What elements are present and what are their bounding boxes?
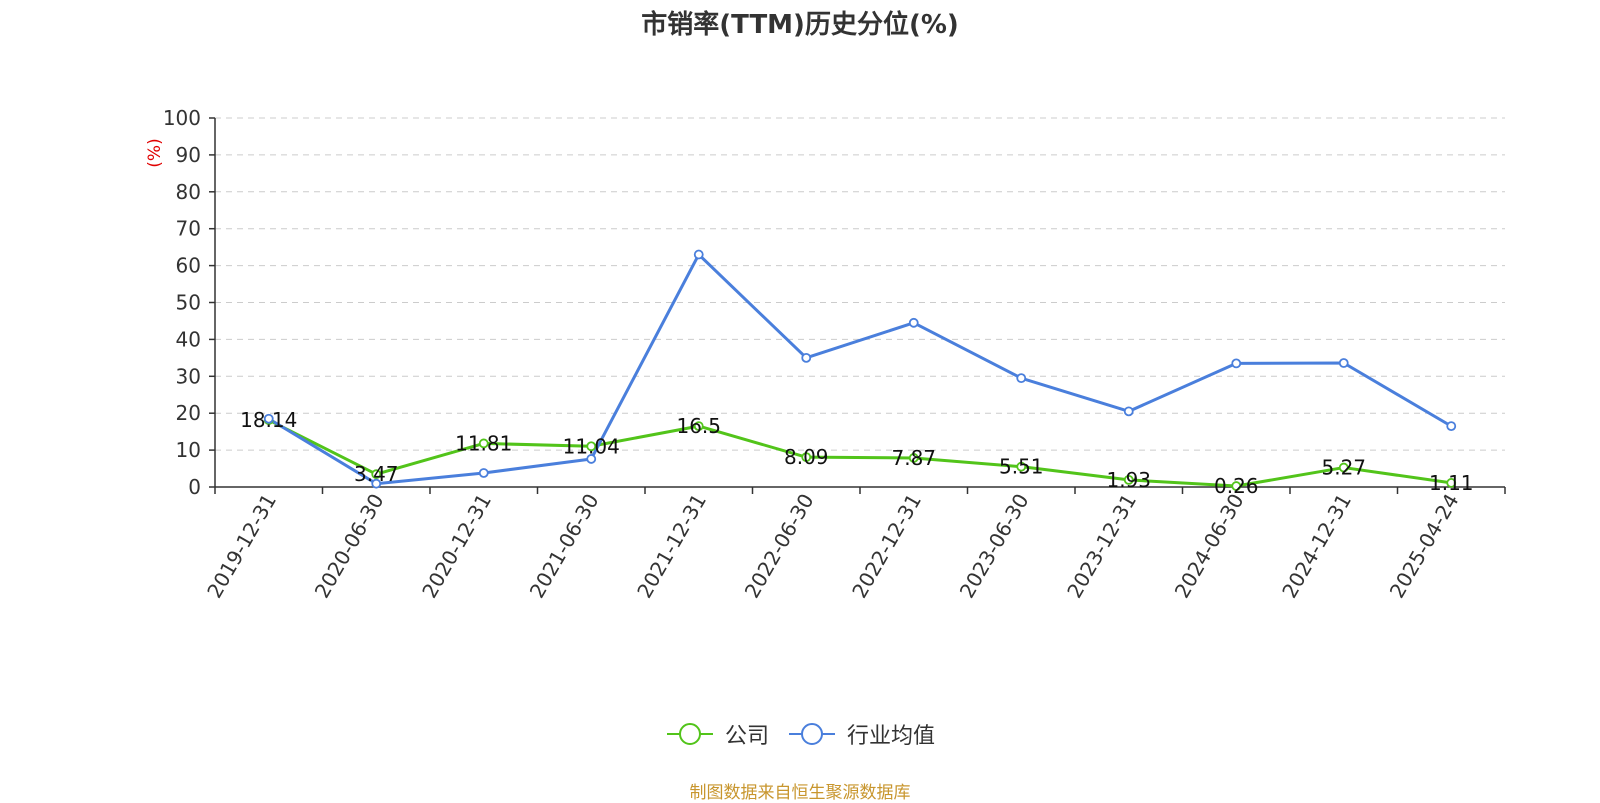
data-point-0: [1231, 481, 1242, 491]
y-tick-label: 10: [176, 438, 201, 462]
series-lines: [263, 249, 1457, 491]
data-label: 11.04: [563, 434, 620, 458]
y-tick-label: 20: [176, 401, 201, 425]
data-label: 5.27: [1321, 456, 1366, 480]
data-point-0: [801, 452, 812, 463]
x-tick-label: 2024-12-31: [1277, 490, 1356, 603]
y-tick-label: 40: [176, 327, 201, 351]
data-point-1: [586, 454, 597, 464]
x-tick-label: 2020-12-31: [417, 490, 496, 603]
x-tick-label: 2021-12-31: [632, 490, 711, 603]
data-label: 16.5: [676, 414, 721, 438]
x-tick-label: 2019-12-31: [202, 490, 281, 603]
data-point-1: [371, 478, 382, 489]
x-tick-label: 2024-06-30: [1170, 490, 1249, 603]
data-point-0: [371, 469, 382, 480]
y-tick-label: 30: [176, 364, 201, 388]
series-line-0: [268, 418, 1452, 488]
data-point-0: [1338, 462, 1349, 473]
data-point-1: [1338, 358, 1349, 368]
data-label: 3.47: [354, 462, 399, 486]
y-tick-label: 50: [176, 291, 201, 315]
legend-item-1[interactable]: 行业均值: [787, 718, 935, 750]
data-point-1: [801, 352, 812, 363]
data-point-1: [1016, 373, 1027, 384]
data-point-1: [908, 317, 919, 328]
y-tick-label: 0: [188, 475, 201, 499]
y-tick-label: 80: [176, 180, 201, 204]
data-label: 11.81: [455, 431, 512, 455]
data-point-0: [478, 438, 489, 449]
source-note: 制图数据来自恒生聚源数据库: [689, 783, 911, 803]
data-point-1: [1123, 406, 1134, 417]
y-axis-label: (%): [145, 138, 165, 167]
y-tick-label: 70: [176, 217, 201, 241]
data-label: 5.51: [999, 455, 1044, 479]
grid-lines: [215, 117, 1505, 451]
data-point-1: [1231, 358, 1242, 369]
data-label: 0.26: [1214, 474, 1259, 498]
y-tick-label: 100: [163, 106, 201, 130]
data-label: 7.87: [891, 446, 936, 470]
legend-item-0[interactable]: 公司: [665, 718, 769, 750]
data-label: 1.93: [1106, 468, 1151, 492]
legend-marker-icon: [666, 723, 713, 745]
legend-circle: [801, 723, 823, 745]
data-labels: 18.14 3.47 11.81 11.04 16.5 8.09 7.87 5.51 1.93 0…: [240, 408, 1473, 498]
data-point-0: [693, 421, 704, 432]
data-point-0: [586, 441, 597, 452]
y-tick-label: 90: [176, 143, 201, 167]
x-tick-label: 2020-06-30: [310, 490, 389, 603]
y-tick-label: 60: [176, 254, 201, 278]
legend-label: 行业均值: [847, 724, 936, 749]
data-point-0: [1123, 474, 1134, 485]
data-point-1: [263, 413, 274, 424]
data-point-1: [693, 249, 704, 260]
axes: 0 10 20 30 40 50 60 70 80 90 100 (%) 2019-12-31 2020-…: [145, 106, 1506, 603]
x-tick-label: 2025-04-24: [1385, 490, 1464, 603]
data-point-1: [478, 468, 489, 478]
legend: 公司 行业均值: [0, 718, 1600, 750]
chart-title: 市销率(TTM)历史分位(%): [641, 10, 959, 40]
x-tick-label: 2022-06-30: [740, 490, 819, 603]
data-point-0: [1446, 478, 1457, 488]
data-point-0: [1016, 461, 1027, 472]
legend-marker-icon: [789, 723, 835, 745]
legend-label: 公司: [724, 724, 769, 749]
x-tick-label: 2021-06-30: [525, 490, 604, 603]
x-tick-label: 2023-06-30: [955, 490, 1034, 603]
series-line-1: [267, 253, 1453, 486]
data-point-1: [1446, 421, 1457, 432]
data-label: 1.11: [1429, 471, 1474, 495]
data-label: 18.14: [240, 408, 297, 432]
data-point-0: [908, 453, 919, 463]
legend-circle: [678, 723, 701, 745]
data-label: 8.09: [784, 445, 829, 469]
x-tick-label: 2023-12-31: [1062, 490, 1141, 603]
x-tick-label: 2022-12-31: [847, 490, 926, 603]
